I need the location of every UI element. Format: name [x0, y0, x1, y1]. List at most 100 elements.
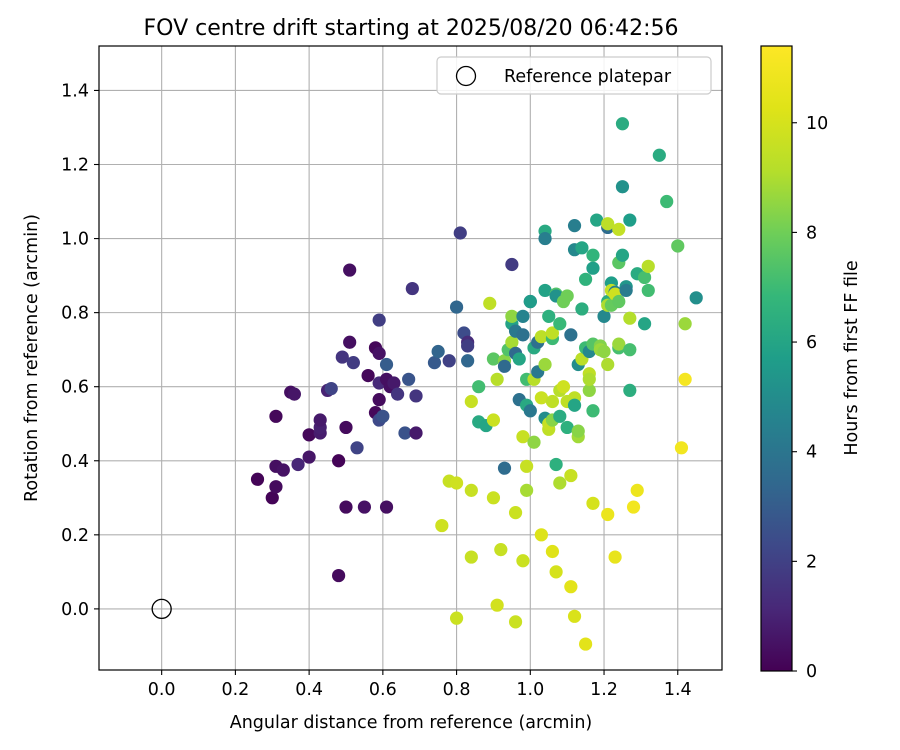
scatter-point — [623, 213, 637, 227]
scatter-point — [534, 330, 548, 344]
y-tick-label: 0.4 — [61, 452, 89, 472]
colorbar-tick-label: 8 — [806, 223, 817, 243]
scatter-point — [586, 496, 600, 510]
scatter-point — [332, 454, 346, 468]
scatter-point — [486, 352, 501, 366]
scatter-point — [545, 394, 560, 409]
scatter-point — [449, 300, 464, 314]
scatter-point — [313, 413, 327, 427]
y-tick-label: 0.2 — [61, 526, 89, 546]
scatter-point — [269, 409, 283, 423]
scatter-point — [549, 457, 563, 472]
scatter-point — [630, 483, 644, 497]
scatter-point — [343, 263, 357, 277]
scatter-point — [564, 328, 578, 342]
scatter-point — [637, 317, 652, 331]
scatter-point — [567, 398, 582, 412]
scatter-point — [390, 387, 405, 401]
scatter-point — [538, 283, 552, 298]
scatter-point — [520, 483, 534, 497]
plot-background — [99, 46, 722, 670]
scatter-point — [486, 413, 501, 427]
scatter-point — [575, 302, 589, 316]
scatter-point — [516, 430, 530, 444]
scatter-point — [689, 291, 703, 305]
scatter-point — [435, 518, 449, 533]
scatter-point — [520, 459, 534, 473]
scatter-point — [564, 580, 578, 594]
scatter-point — [405, 281, 419, 296]
legend-marker-icon — [455, 65, 477, 87]
reference-point-marker — [151, 598, 172, 620]
scatter-point — [508, 506, 523, 520]
chart-title: FOV centre drift starting at 2025/08/20 … — [144, 16, 679, 41]
scatter-point — [538, 231, 552, 246]
scatter-point — [339, 500, 353, 514]
scatter-point — [652, 148, 666, 162]
scatter-point — [553, 476, 567, 490]
scatter-point — [545, 326, 560, 340]
scatter-point — [590, 213, 604, 227]
scatter-point — [508, 615, 523, 629]
colorbar: 0 2 4 6 8 10 Hours from first FF file — [760, 45, 862, 682]
scatter-point — [623, 343, 637, 357]
scatter-point — [575, 241, 589, 255]
scatter-point — [612, 337, 626, 351]
scatter-point — [361, 368, 375, 383]
scatter-point — [553, 409, 567, 423]
y-axis-ticks: 0.0 0.2 0.4 0.6 0.8 1.0 1.2 1.4 — [61, 81, 99, 620]
scatter-point — [586, 261, 600, 275]
scatter-point — [601, 217, 615, 231]
scatter-point — [619, 283, 633, 298]
scatter-point — [494, 543, 508, 557]
scatter-point — [582, 383, 596, 398]
legend-box — [436, 56, 712, 95]
scatter-point — [579, 637, 593, 651]
scatter-point — [324, 381, 338, 396]
scatter-point — [269, 480, 283, 494]
scatter-point — [505, 257, 519, 272]
x-tick-label: 0.4 — [295, 680, 323, 700]
scatter-point — [560, 289, 574, 303]
colorbar-ticks: 0 2 4 6 8 10 — [792, 114, 828, 682]
y-tick-label: 1.0 — [61, 230, 89, 250]
legend-entry-label: Reference platepar — [504, 67, 672, 87]
scatter-point — [615, 180, 630, 194]
scatter-point — [490, 372, 504, 386]
scatter-point — [464, 550, 478, 564]
scatter-point — [332, 568, 346, 583]
scatter-point — [287, 387, 301, 401]
scatter-point — [567, 609, 582, 623]
scatter-point — [387, 376, 401, 390]
scatter-point — [534, 528, 548, 542]
x-axis-ticks: 0.0 0.2 0.4 0.6 0.8 1.0 1.2 1.4 — [148, 670, 692, 700]
scatter-point — [671, 239, 685, 253]
colorbar-gradient — [760, 45, 793, 672]
scatter-point — [641, 283, 655, 298]
x-tick-label: 1.2 — [590, 680, 618, 700]
scatter-point — [379, 357, 394, 372]
scatter-point — [623, 311, 637, 325]
scatter-point — [339, 420, 353, 435]
scatter-point — [523, 404, 537, 418]
scatter-point — [427, 356, 442, 370]
y-tick-label: 0.0 — [61, 600, 89, 620]
scatter-point — [567, 219, 582, 233]
scatter-point — [335, 350, 349, 364]
scatter-point — [542, 309, 556, 323]
scatter-point — [449, 476, 464, 490]
scatter-point — [372, 313, 386, 327]
scatter-point — [615, 248, 630, 262]
scatter-point — [512, 352, 526, 366]
scatter-point — [571, 424, 585, 438]
scatter-point — [372, 346, 386, 360]
plot-area: 0.0 0.2 0.4 0.6 0.8 1.0 1.2 1.4 0.0 0.2 0.4 0.6 0.8… — [61, 45, 723, 700]
scatter-point — [442, 354, 456, 368]
y-tick-label: 1.4 — [61, 81, 89, 101]
scatter-point — [372, 393, 386, 407]
scatter-point — [623, 383, 637, 398]
scatter-point — [549, 565, 563, 579]
scatter-point — [516, 309, 530, 323]
scatter-point — [534, 391, 548, 405]
